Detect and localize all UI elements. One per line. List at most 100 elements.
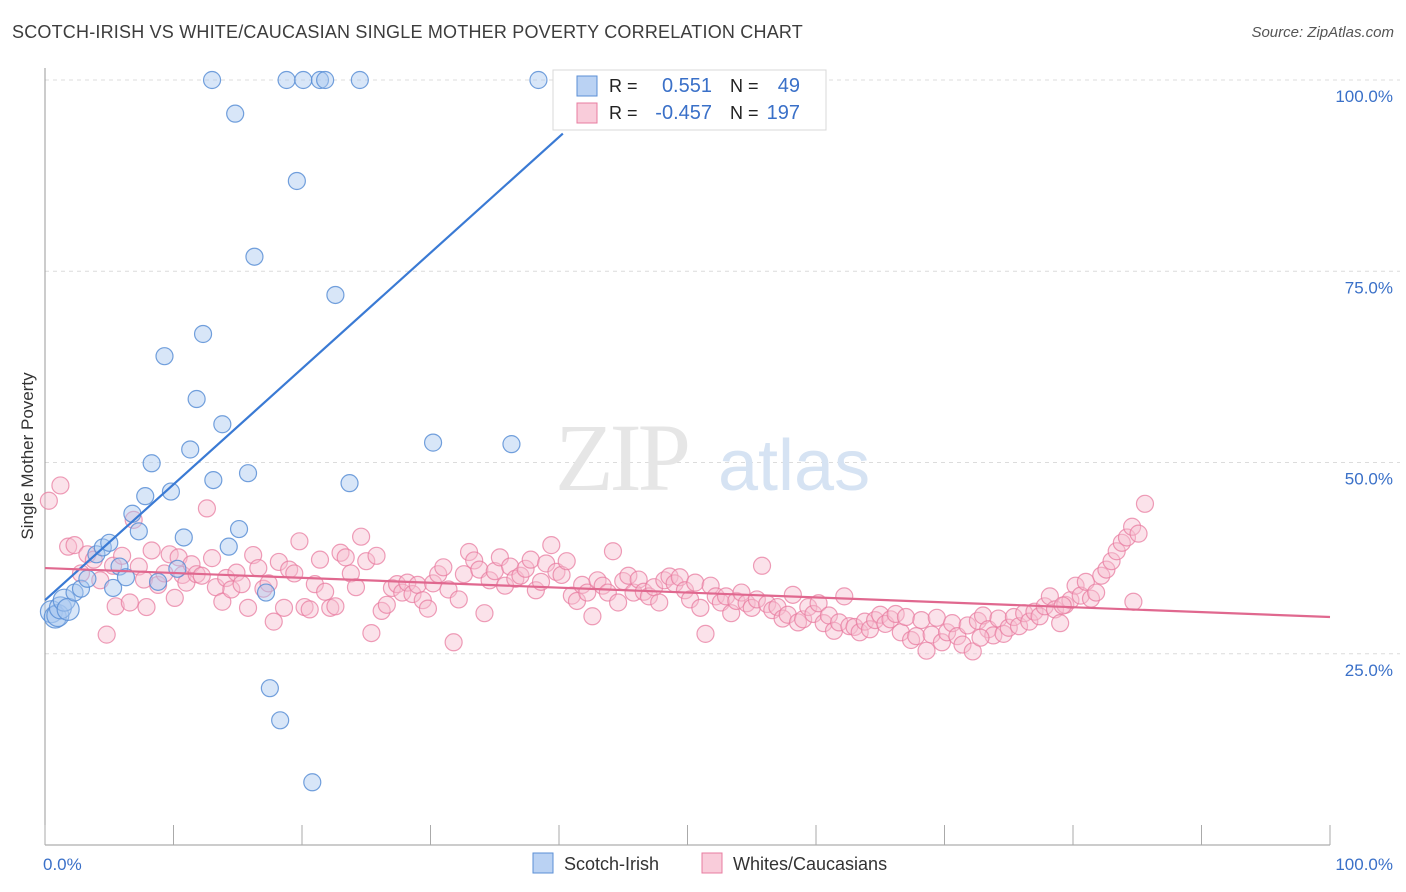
data-point-scotch-irish bbox=[104, 578, 123, 598]
data-point-whites-caucasians bbox=[232, 575, 251, 594]
y-tick-label: 25.0% bbox=[1345, 661, 1393, 680]
data-point-whites-caucasians bbox=[112, 546, 132, 565]
data-point-scotch-irish bbox=[213, 415, 232, 434]
data-point-whites-caucasians bbox=[227, 563, 246, 582]
data-point-whites-caucasians bbox=[922, 625, 941, 644]
legend-label-scotch-irish: Scotch-Irish bbox=[564, 854, 659, 874]
x-tick-label: 100.0% bbox=[1335, 855, 1393, 874]
data-point-scotch-irish bbox=[123, 504, 142, 523]
data-point-whites-caucasians bbox=[249, 558, 268, 578]
watermark-zip: ZIP bbox=[555, 404, 688, 511]
data-point-scotch-irish bbox=[116, 568, 136, 587]
data-point-scotch-irish bbox=[229, 519, 249, 539]
data-point-scotch-irish bbox=[423, 433, 443, 452]
data-point-scotch-irish bbox=[129, 522, 148, 541]
data-point-whites-caucasians bbox=[609, 593, 628, 612]
data-point-whites-caucasians bbox=[362, 623, 381, 643]
data-point-whites-caucasians bbox=[552, 565, 571, 585]
data-point-whites-caucasians bbox=[1030, 607, 1049, 626]
data-point-whites-caucasians bbox=[285, 564, 304, 583]
data-point-whites-caucasians bbox=[213, 592, 232, 611]
data-point-whites-caucasians bbox=[973, 606, 993, 625]
data-point-whites-caucasians bbox=[202, 549, 222, 568]
data-point-whites-caucasians bbox=[65, 536, 84, 555]
data-point-whites-caucasians bbox=[192, 566, 211, 585]
legend-r-value: -0.457 bbox=[655, 102, 712, 124]
data-point-scotch-irish bbox=[219, 537, 238, 556]
data-point-whites-caucasians bbox=[1051, 614, 1070, 633]
data-point-whites-caucasians bbox=[835, 587, 854, 606]
stats-legend-panel bbox=[552, 69, 827, 131]
legend-r-label: R = bbox=[609, 76, 638, 96]
watermark: ZIP atlas bbox=[555, 404, 870, 511]
y-tick-label: 100.0% bbox=[1335, 87, 1393, 106]
data-point-scotch-irish bbox=[142, 454, 161, 473]
x-tick-label: 0.0% bbox=[43, 855, 82, 874]
data-point-whites-caucasians bbox=[1087, 583, 1106, 602]
data-point-scotch-irish bbox=[187, 389, 206, 409]
data-point-whites-caucasians bbox=[1066, 576, 1085, 595]
data-point-whites-caucasians bbox=[475, 604, 494, 623]
data-point-whites-caucasians bbox=[377, 595, 396, 614]
data-point-scotch-irish bbox=[294, 70, 313, 90]
data-point-whites-caucasians bbox=[932, 633, 952, 652]
data-point-scotch-irish bbox=[271, 711, 290, 730]
data-point-whites-caucasians bbox=[971, 628, 990, 647]
data-point-whites-caucasians bbox=[871, 605, 890, 624]
data-point-whites-caucasians bbox=[120, 593, 139, 612]
data-point-whites-caucasians bbox=[752, 556, 772, 575]
data-point-whites-caucasians bbox=[557, 552, 576, 571]
legend-r-label: R = bbox=[609, 103, 638, 123]
axes bbox=[44, 68, 1331, 846]
data-point-whites-caucasians bbox=[197, 499, 217, 518]
data-point-scotch-irish bbox=[193, 324, 213, 344]
data-point-whites-caucasians bbox=[958, 616, 977, 635]
data-point-whites-caucasians bbox=[937, 623, 957, 642]
data-point-whites-caucasians bbox=[696, 624, 715, 643]
data-point-scotch-irish bbox=[245, 247, 264, 266]
data-point-whites-caucasians bbox=[886, 604, 905, 624]
data-point-whites-caucasians bbox=[269, 552, 288, 572]
trend-line-whites-caucasians bbox=[44, 566, 1331, 619]
data-point-whites-caucasians bbox=[927, 608, 946, 627]
data-point-whites-caucasians bbox=[326, 597, 345, 616]
whites-caucasians-points bbox=[39, 476, 1155, 661]
data-point-whites-caucasians bbox=[1071, 586, 1090, 605]
data-point-whites-caucasians bbox=[650, 593, 669, 612]
data-point-scotch-irish bbox=[256, 583, 276, 602]
data-point-whites-caucasians bbox=[418, 599, 438, 618]
data-point-scotch-irish bbox=[260, 679, 279, 698]
data-point-scotch-irish bbox=[316, 70, 335, 90]
data-point-whites-caucasians bbox=[619, 566, 638, 585]
data-point-scotch-irish bbox=[174, 528, 193, 547]
legend-n-value: 197 bbox=[767, 102, 800, 124]
data-point-scotch-irish bbox=[340, 474, 359, 493]
trend-lines bbox=[44, 132, 1331, 619]
legend-swatch-scotch-irish bbox=[532, 852, 554, 874]
stats-legend: R = 0.551 N = 49 R = -0.457 N = 197 bbox=[552, 69, 827, 131]
legend-swatch bbox=[576, 102, 598, 124]
trend-line-scotch-irish bbox=[44, 132, 564, 602]
data-point-scotch-irish bbox=[326, 285, 345, 305]
chart-title: SCOTCH-IRISH VS WHITE/CAUCASIAN SINGLE M… bbox=[12, 22, 803, 42]
data-point-whites-caucasians bbox=[1102, 552, 1121, 571]
data-point-whites-caucasians bbox=[953, 635, 972, 654]
data-point-whites-caucasians bbox=[691, 598, 710, 617]
legend-n-label: N = bbox=[730, 103, 759, 123]
data-point-whites-caucasians bbox=[490, 548, 509, 567]
data-point-whites-caucasians bbox=[97, 625, 116, 644]
data-point-scotch-irish bbox=[202, 70, 222, 90]
data-point-whites-caucasians bbox=[603, 542, 623, 561]
data-point-whites-caucasians bbox=[896, 607, 916, 627]
legend-swatch-whites-caucasians bbox=[701, 852, 723, 874]
data-point-whites-caucasians bbox=[316, 582, 335, 601]
bottom-legend: Scotch-Irish Whites/Caucasians bbox=[532, 852, 887, 874]
data-point-whites-caucasians bbox=[352, 527, 371, 546]
data-point-whites-caucasians bbox=[39, 491, 58, 510]
grid bbox=[45, 79, 1400, 655]
data-point-whites-caucasians bbox=[1135, 494, 1155, 513]
data-point-whites-caucasians bbox=[51, 476, 70, 495]
data-point-whites-caucasians bbox=[1123, 517, 1142, 536]
data-point-whites-caucasians bbox=[521, 550, 540, 569]
